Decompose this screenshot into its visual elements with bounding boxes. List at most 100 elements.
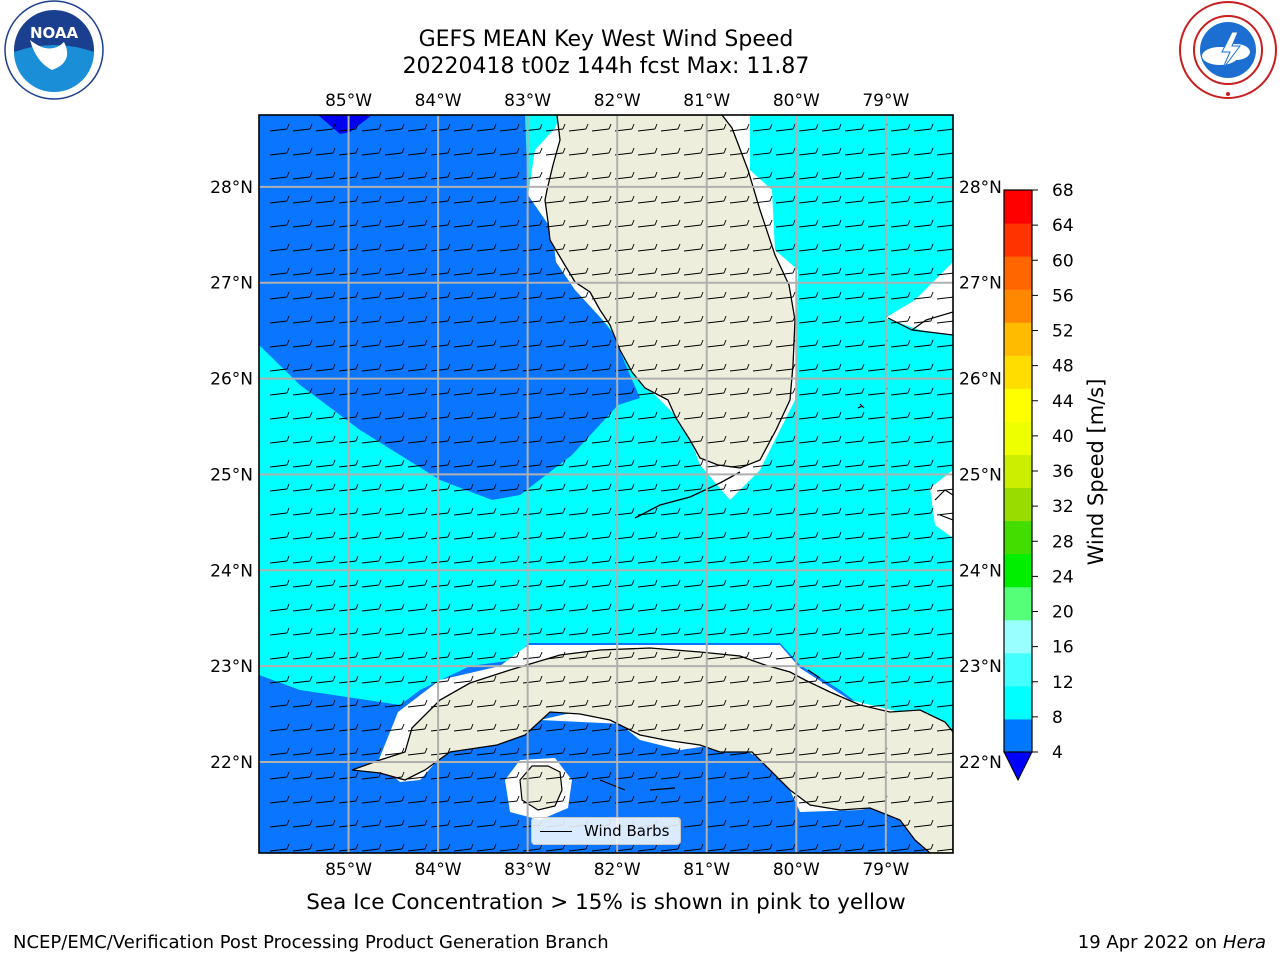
wind-barb	[453, 123, 474, 132]
lat-label-left: 25°N	[210, 465, 253, 485]
wind-barb	[844, 555, 865, 564]
lon-label-bottom: 83°W	[504, 860, 551, 880]
wind-barb	[936, 608, 953, 612]
wind-barb	[890, 267, 911, 276]
wind-barb	[637, 555, 658, 564]
wind-barb	[775, 843, 796, 852]
wind-barb	[292, 675, 313, 684]
wind-barb	[913, 651, 934, 660]
wind-barb	[591, 555, 612, 564]
wind-barb	[315, 291, 336, 300]
wind-barb	[660, 555, 681, 564]
wind-barb	[292, 459, 313, 468]
wind-barb	[821, 411, 842, 420]
wind-barb	[361, 795, 382, 804]
wind-barb	[292, 771, 313, 780]
wind-barb	[844, 339, 865, 348]
wind-barb	[844, 627, 865, 636]
wind-barb	[568, 363, 589, 372]
wind-barb	[591, 291, 612, 300]
colorbar-tick-label: 56	[1052, 286, 1074, 306]
wind-barb	[407, 795, 428, 804]
wind-barb	[936, 416, 953, 420]
wind-barb	[936, 344, 953, 348]
wind-barb	[453, 147, 474, 156]
wind-barb	[522, 219, 543, 228]
wind-barb	[706, 771, 727, 780]
right-lat-labels: 28°N 27°N 26°N 25°N 24°N 23°N 22°N	[959, 178, 1002, 773]
wind-barb	[752, 627, 773, 636]
wind-barb	[499, 507, 520, 516]
colorbar-segment	[1004, 718, 1032, 753]
wind-barb	[453, 219, 474, 228]
nws-logo	[1179, 1, 1277, 99]
colorbar-tick-label: 64	[1052, 216, 1074, 236]
wind-barb	[384, 627, 405, 636]
wind-barb	[591, 579, 612, 588]
wind-barb	[269, 747, 290, 756]
wind-barb	[522, 123, 543, 132]
wind-barb	[729, 435, 750, 444]
wind-low-patch	[318, 115, 372, 134]
lon-label-top: 79°W	[862, 91, 909, 111]
wind-barb	[683, 195, 704, 204]
wind-barb	[269, 651, 290, 660]
wind-barb	[752, 507, 773, 516]
wind-barb	[430, 363, 451, 372]
wind-barb	[292, 339, 313, 348]
wind-barb	[338, 171, 359, 180]
wind-barb	[844, 675, 865, 684]
wind-barb	[706, 195, 727, 204]
wind-barb	[683, 795, 704, 804]
wind-barb	[798, 531, 819, 540]
wind-barb	[821, 555, 842, 564]
lat-label-left: 26°N	[210, 370, 253, 390]
wind-barb	[292, 219, 313, 228]
wind-barb	[338, 747, 359, 756]
wind-barb	[315, 411, 336, 420]
wind-barb	[361, 147, 382, 156]
wind-barb	[522, 675, 543, 684]
wind-barb	[499, 339, 520, 348]
wind-barb	[545, 195, 566, 204]
wind-barb	[890, 555, 911, 564]
wind-barb	[453, 843, 474, 852]
wind-barb	[660, 579, 681, 588]
wind-barb	[821, 483, 842, 492]
wind-barb	[568, 555, 589, 564]
wind-barb	[384, 315, 405, 324]
wind-barb	[453, 699, 474, 708]
wind-barb	[913, 291, 934, 300]
wind-barb	[729, 267, 750, 276]
wind-barb	[798, 339, 819, 348]
wind-barb	[775, 651, 796, 660]
wind-barb	[683, 819, 704, 828]
wind-barb	[913, 195, 934, 204]
wind-barb	[453, 627, 474, 636]
wind-barb	[499, 651, 520, 660]
wind-barb	[407, 219, 428, 228]
wind-barb	[821, 747, 842, 756]
wind-barb	[706, 627, 727, 636]
noaa-logo-text: NOAA	[30, 24, 79, 42]
wind-barb	[292, 435, 313, 444]
wind-barb	[752, 723, 773, 732]
wind-barb	[660, 651, 681, 660]
lon-label-top: 85°W	[325, 91, 372, 111]
wind-barb	[729, 243, 750, 252]
wind-barb	[568, 243, 589, 252]
wind-barb	[545, 243, 566, 252]
wind-barb	[752, 195, 773, 204]
wind-barb	[315, 363, 336, 372]
wind-barb	[292, 171, 313, 180]
wind-barb	[913, 147, 934, 156]
wind-barb	[269, 483, 290, 492]
wind-barb	[683, 579, 704, 588]
wind-barb	[361, 267, 382, 276]
wind-barb	[821, 387, 842, 396]
wind-barb	[361, 243, 382, 252]
wind-barb	[476, 723, 497, 732]
wind-barb	[384, 363, 405, 372]
lon-label-bottom: 84°W	[415, 860, 462, 880]
